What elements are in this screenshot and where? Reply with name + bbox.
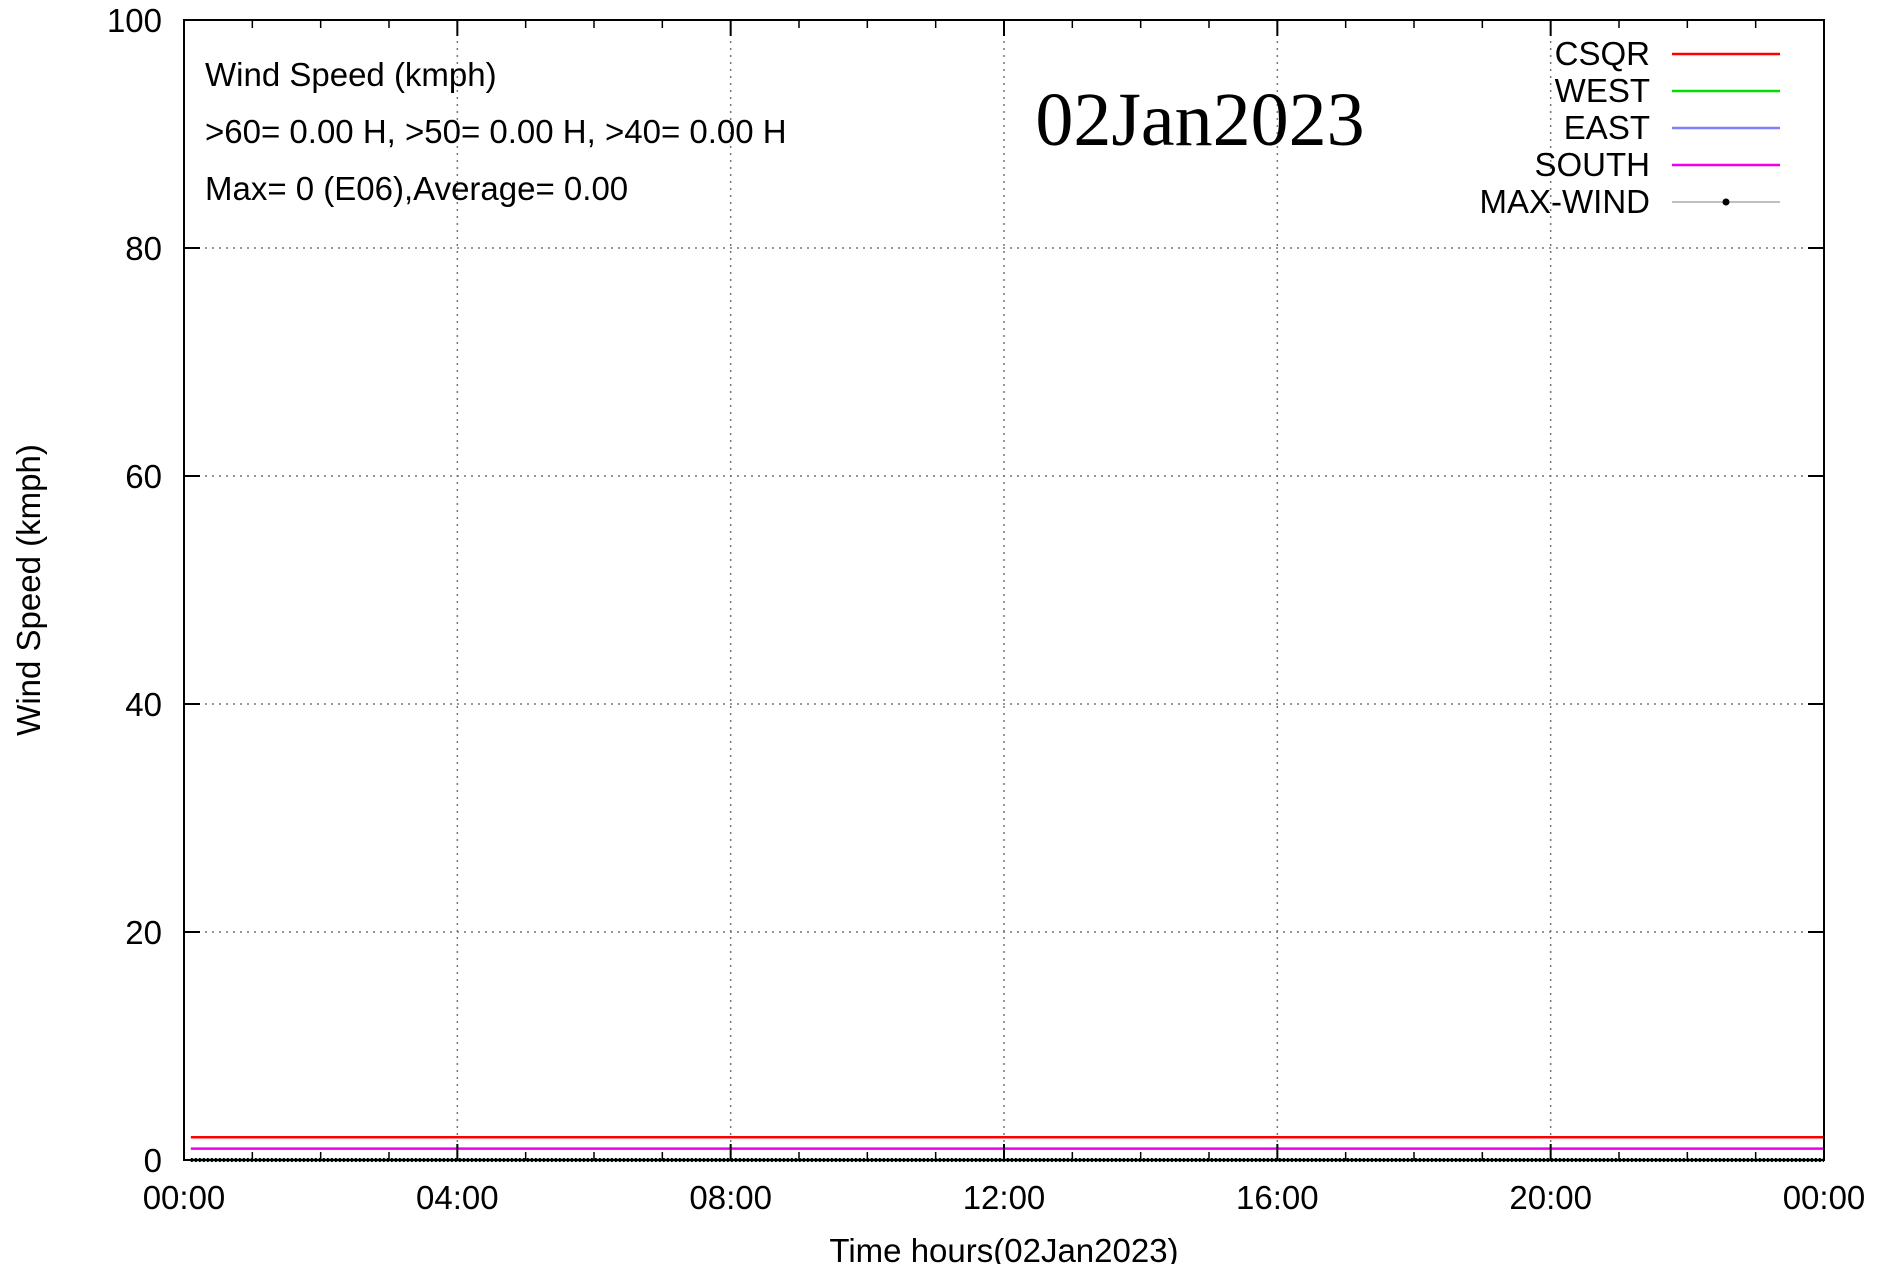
x-tick-label: 16:00 <box>1236 1179 1319 1216</box>
y-tick-label: 40 <box>125 686 162 723</box>
y-axis-tick-labels: 0 20 40 60 80 100 <box>107 2 162 1179</box>
legend-label-west: WEST <box>1555 72 1650 109</box>
legend-marker-max-wind <box>1722 198 1730 206</box>
annotation-title: Wind Speed (kmph) <box>205 56 497 93</box>
series-layer <box>190 1135 1824 1162</box>
x-tick-label: 12:00 <box>963 1179 1046 1216</box>
annotation-thresholds: >60= 0.00 H, >50= 0.00 H, >40= 0.00 H <box>205 113 787 150</box>
legend-label-max-wind: MAX-WIND <box>1480 183 1650 220</box>
axis-ticks <box>183 19 1825 1161</box>
y-tick-label: 100 <box>107 2 162 39</box>
legend-label-csqr: CSQR <box>1555 35 1650 72</box>
x-tick-label: 20:00 <box>1509 1179 1592 1216</box>
x-tick-label: 04:00 <box>416 1179 499 1216</box>
annotation-max-average: Max= 0 (E06),Average= 0.00 <box>205 170 628 207</box>
chart-date-label: 02Jan2023 <box>1035 78 1364 162</box>
x-tick-label: 00:00 <box>1783 1179 1866 1216</box>
x-tick-label: 08:00 <box>689 1179 772 1216</box>
y-tick-label: 80 <box>125 230 162 267</box>
y-tick-label: 60 <box>125 458 162 495</box>
y-tick-label: 20 <box>125 914 162 951</box>
x-axis-tick-labels: 00:00 04:00 08:00 12:00 16:00 20:00 00:00 <box>143 1179 1866 1216</box>
y-tick-label: 0 <box>144 1142 162 1179</box>
x-tick-label: 00:00 <box>143 1179 226 1216</box>
legend-label-south: SOUTH <box>1535 146 1651 183</box>
grid-lines <box>184 20 1824 1160</box>
x-axis-title: Time hours(02Jan2023) <box>829 1232 1178 1264</box>
y-axis-title: Wind Speed (kmph) <box>10 444 47 736</box>
legend-label-east: EAST <box>1564 109 1650 146</box>
